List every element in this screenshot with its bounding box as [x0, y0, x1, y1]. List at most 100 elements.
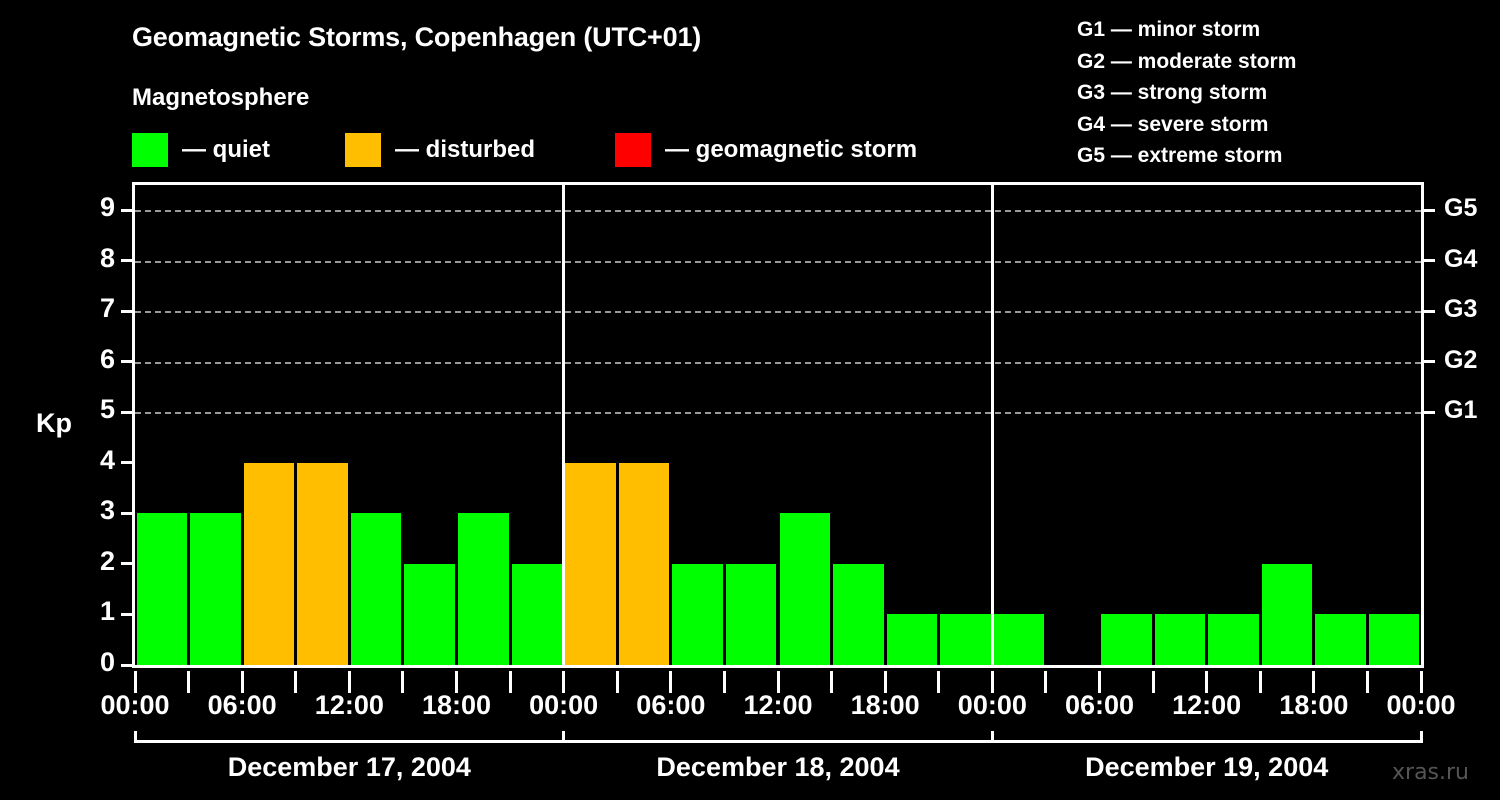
y-axis-label: 3 [99, 495, 115, 526]
g-axis-label-g1: G1 [1444, 396, 1478, 425]
x-axis-tick [1205, 671, 1209, 693]
x-axis-tick [776, 671, 780, 693]
legend-label-disturbed: — disturbed [395, 136, 536, 163]
x-axis-label: 12:00 [1172, 690, 1242, 720]
x-axis-tick [615, 671, 619, 693]
legend-swatch-disturbed [345, 133, 381, 167]
y-axis-label: 7 [99, 293, 115, 324]
x-axis-tick [401, 671, 405, 693]
legend-item-geomagnetic-storm: — geomagnetic storm [615, 132, 917, 168]
date-band-tick [562, 731, 566, 743]
bar [511, 563, 563, 665]
bar [779, 513, 831, 665]
date-label: December 19, 2004 [1085, 752, 1329, 782]
legend-label-geomagnetic-storm: — geomagnetic storm [665, 136, 918, 163]
x-axis-label: 18:00 [850, 690, 920, 720]
x-axis-tick [1419, 671, 1423, 693]
y-axis-label: 0 [99, 647, 115, 677]
bar [136, 513, 188, 665]
y-axis-label: 6 [99, 343, 115, 374]
page-title: Geomagnetic Storms, Copenhagen (UTC+01) [132, 22, 702, 52]
legend-swatch-geomagnetic-storm [615, 133, 651, 167]
g-legend-row-g5: G5 — extreme storm [1077, 144, 1283, 167]
x-axis-tick [883, 671, 887, 693]
g-legend-row-g3: G3 — strong storm [1077, 81, 1268, 104]
day-divider [562, 185, 566, 665]
date-band-tick [133, 731, 137, 743]
x-axis-tick [508, 671, 512, 693]
bar [458, 513, 509, 665]
g-axis-tick [1424, 259, 1435, 263]
x-axis-label: 06:00 [636, 690, 706, 720]
x-axis-tick [294, 671, 298, 693]
date-label: December 17, 2004 [227, 752, 471, 782]
bar [618, 462, 670, 665]
y-axis-tick [121, 259, 132, 263]
x-axis-tick [937, 671, 941, 693]
y-axis-tick [121, 461, 132, 465]
g-axis-tick [1424, 309, 1435, 313]
bar [1208, 614, 1259, 665]
y-axis-tick [121, 410, 132, 414]
y-axis-title: Kp [36, 408, 72, 438]
x-axis-tick [990, 671, 994, 693]
x-axis-tick [240, 671, 244, 693]
y-axis-tick [121, 309, 132, 313]
gridline-kp-6 [135, 361, 1421, 364]
y-axis-label: 1 [99, 596, 115, 627]
date-label: December 18, 2004 [656, 752, 900, 782]
y-axis-label: 8 [99, 242, 115, 273]
x-axis-tick [562, 671, 566, 693]
bar [297, 462, 348, 665]
x-axis-tick [347, 671, 351, 693]
x-axis-label: 18:00 [421, 690, 492, 720]
date-band [135, 740, 1421, 743]
y-axis-label: 2 [99, 545, 115, 576]
y-axis-tick [121, 562, 132, 566]
x-axis-label: 00:00 [1386, 690, 1456, 720]
date-band-tick [990, 731, 994, 743]
x-axis-tick [1151, 671, 1155, 693]
watermark: xras.ru [1392, 760, 1469, 785]
y-axis-label: 9 [99, 192, 115, 223]
x-axis-tick [1365, 671, 1369, 693]
y-axis-tick [121, 360, 132, 364]
gridline-kp-8 [135, 260, 1421, 263]
g-axis-label-g5: G5 [1444, 194, 1478, 223]
day-divider [990, 185, 994, 665]
date-band-tick [1419, 731, 1423, 743]
g-axis-tick [1424, 410, 1435, 414]
g-legend-row-g4: G4 — severe storm [1077, 112, 1269, 136]
legend-item-disturbed: — disturbed [345, 132, 535, 168]
legend-label-quiet: — quiet [182, 136, 270, 163]
plot-inner [135, 185, 1421, 665]
x-axis-label: 12:00 [743, 690, 813, 720]
g-axis-label-g3: G3 [1444, 295, 1478, 324]
x-axis-tick [669, 671, 673, 693]
x-axis-tick [1312, 671, 1316, 693]
x-axis-tick [1258, 671, 1262, 693]
gridline-kp-9 [135, 210, 1421, 213]
y-axis-tick [121, 612, 132, 616]
bar [993, 614, 1045, 665]
legend-item-quiet: — quiet [132, 132, 270, 168]
x-axis-tick [133, 671, 137, 693]
bar [1261, 563, 1313, 665]
legend-swatch-quiet [132, 133, 168, 167]
plot-area [132, 182, 1424, 668]
x-axis-tick [1098, 671, 1101, 693]
x-axis-tick [455, 671, 458, 693]
bar [833, 563, 884, 665]
bar [565, 462, 616, 665]
g-legend-row-g1: G1 — minor storm [1077, 18, 1261, 41]
y-axis-label: 5 [99, 394, 115, 425]
x-axis-label: 18:00 [1279, 690, 1349, 720]
g-legend-row-g2: G2 — moderate storm [1077, 49, 1297, 73]
g-axis-tick [1424, 208, 1435, 212]
section-label: Magnetosphere [132, 84, 310, 111]
g-axis-label-g4: G4 [1444, 244, 1478, 273]
bar [350, 513, 402, 665]
g-axis-label-g2: G2 [1444, 345, 1478, 374]
y-axis-tick [121, 663, 132, 667]
